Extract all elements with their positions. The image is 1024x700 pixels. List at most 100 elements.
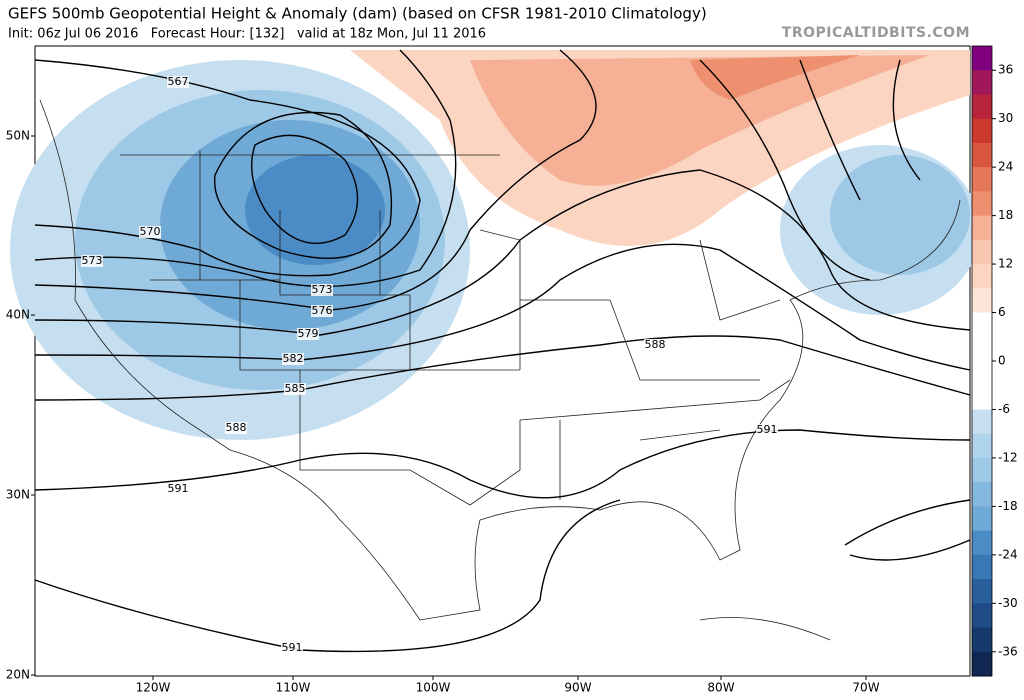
colorbar-segment	[972, 70, 992, 95]
contour-label: 576	[312, 304, 333, 317]
contour-label-bg	[284, 383, 306, 395]
colorbar-segment	[972, 627, 992, 653]
colorbar-segment	[972, 94, 992, 120]
contour-label-bg	[139, 226, 161, 238]
lon-label: 80W	[707, 681, 734, 695]
contour-label: 582	[283, 352, 304, 365]
colorbar-segment	[972, 215, 992, 241]
contour-label-bg	[311, 284, 333, 296]
colorbar-segment	[972, 579, 992, 604]
lon-label: 100W	[416, 681, 451, 695]
contour-label: 573	[312, 283, 333, 296]
colorbar-segment	[972, 409, 992, 435]
height-contour	[34, 49, 457, 288]
colorbar-segment	[972, 433, 992, 459]
colorbar-label: -12	[998, 450, 1018, 464]
contour-label-bg	[167, 483, 189, 495]
colorbar-label: -6	[998, 402, 1010, 416]
contour-label-bg	[167, 76, 189, 88]
contour-label: 591	[168, 482, 189, 495]
height-contour	[34, 59, 421, 277]
anomaly-low-east	[830, 155, 970, 275]
colorbar-label: 12	[998, 257, 1013, 271]
colorbar-segment	[972, 651, 992, 677]
contour-label-bg	[81, 255, 103, 267]
contour-label-bg	[297, 328, 319, 340]
height-contour	[250, 134, 359, 244]
height-contours	[34, 49, 971, 653]
height-contour	[699, 59, 921, 281]
colorbar-label: 6	[998, 305, 1006, 319]
lat-label: 20N	[6, 668, 30, 682]
colorbar-segment	[972, 118, 992, 144]
colorbar-segment	[972, 46, 992, 71]
colorbar-segment	[972, 142, 992, 168]
lat-label: 50N	[6, 129, 30, 143]
anomaly-high	[470, 55, 930, 186]
colorbar-segment	[972, 336, 992, 362]
colorbar-label: -36	[998, 644, 1018, 658]
height-contour	[34, 429, 971, 499]
height-contour	[214, 111, 393, 260]
colorbar-segment	[972, 385, 992, 410]
subtitle: Init: 06z Jul 06 2016 Forecast Hour: [13…	[8, 27, 486, 42]
height-contour	[34, 335, 971, 401]
lat-label: 40N	[6, 308, 30, 322]
axes: 50N 40N 30N 20N 120W 110W 100W 90W 80W 70W	[6, 129, 880, 695]
colorbar-segment	[972, 603, 992, 629]
lon-label: 90W	[564, 681, 591, 695]
height-contour	[844, 499, 971, 561]
colorbar-segment	[972, 482, 992, 507]
contour-label: 588	[226, 421, 247, 434]
contour-label: 579	[298, 327, 319, 340]
contour-label: 567	[168, 75, 189, 88]
colorbar-segment	[972, 191, 992, 217]
colorbar-label: -30	[998, 596, 1018, 610]
colorbar-segment	[972, 288, 992, 314]
colorbar-label: 18	[998, 208, 1013, 222]
anomaly-low-core	[245, 155, 385, 265]
colorbar-segment	[972, 530, 992, 556]
colorbar-label: -24	[998, 547, 1018, 561]
colorbar-segment	[972, 554, 992, 580]
height-contour	[34, 499, 621, 653]
lon-label: 70W	[852, 681, 879, 695]
colorbar-segment	[972, 506, 992, 532]
contour-label-bg	[225, 422, 247, 434]
anomaly-high-core	[690, 55, 860, 100]
contour-label-bg	[644, 339, 666, 351]
colorbar-label: 30	[998, 111, 1013, 125]
contour-label: 570	[140, 225, 161, 238]
colorbar-segment	[972, 264, 992, 289]
contour-label: 573	[82, 254, 103, 267]
contour-label: 588	[645, 338, 666, 351]
colorbar: 36 30 24 18 12 6 0 -6 -12 -18 -24 -30 -36	[971, 45, 1018, 677]
colorbar-segment	[972, 167, 992, 192]
contour-label: 591	[282, 641, 303, 654]
map-area: 567 570 573 573 576 579 582 585 588 588 591 591 591	[10, 45, 980, 677]
contour-label-bg	[311, 305, 333, 317]
colorbar-label: 36	[998, 63, 1013, 77]
state-borders	[120, 150, 791, 506]
contour-label: 591	[757, 423, 778, 436]
height-contour	[34, 169, 971, 336]
lon-label: 120W	[136, 681, 171, 695]
caribbean-islands	[699, 617, 831, 641]
contour-label-bg	[756, 424, 778, 436]
contour-label-bg	[282, 353, 304, 365]
height-contour	[34, 243, 971, 371]
contour-labels: 567 570 573 573 576 579 582 585 588 588 591 591 591	[81, 75, 778, 654]
colorbar-segment	[972, 361, 992, 386]
contour-label: 585	[285, 382, 306, 395]
coastline	[39, 99, 961, 621]
colorbar-segment	[972, 312, 992, 338]
lon-label: 110W	[276, 681, 311, 695]
colorbar-segment	[972, 239, 992, 265]
boundaries	[39, 99, 961, 641]
lat-label: 30N	[6, 488, 30, 502]
title: GEFS 500mb Geopotential Height & Anomaly…	[8, 5, 707, 23]
colorbar-label: 0	[998, 354, 1006, 368]
height-contour	[34, 49, 597, 311]
contour-label-bg	[281, 642, 303, 654]
